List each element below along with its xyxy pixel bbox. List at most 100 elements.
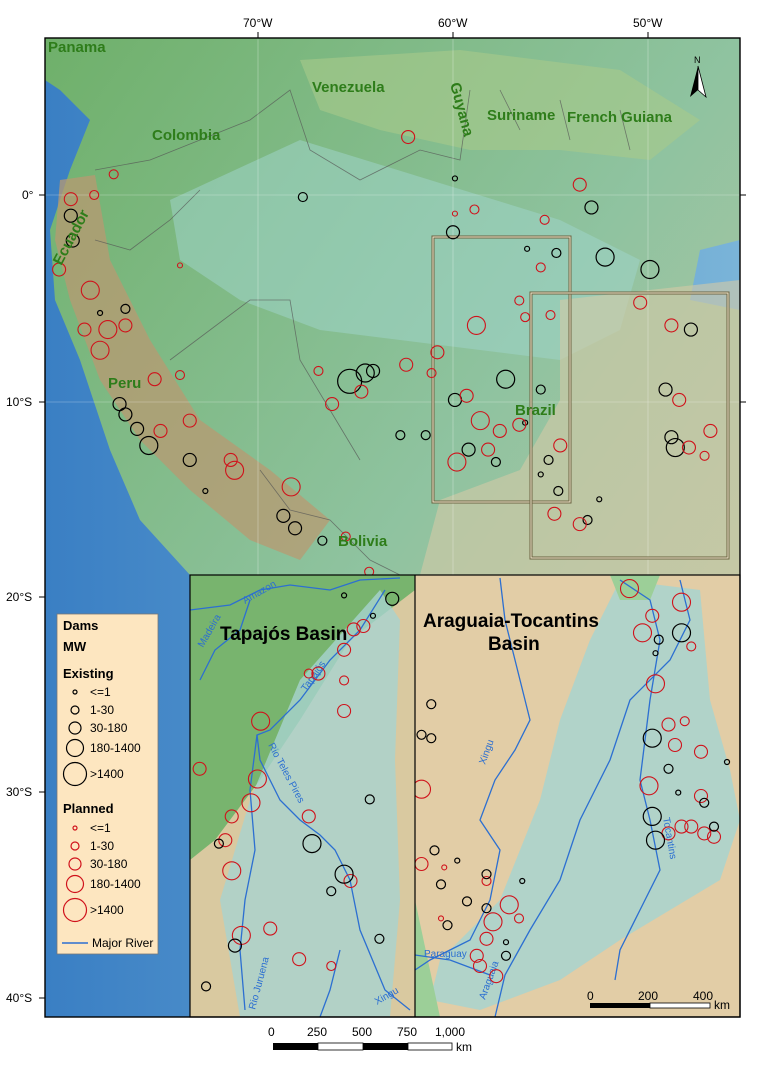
existing-dam-marker	[523, 245, 531, 252]
planned-dam-marker	[667, 737, 683, 753]
planned-dam-marker	[263, 921, 278, 936]
existing-dam-marker	[584, 200, 599, 215]
existing-dam-marker	[543, 454, 554, 466]
existing-dam-marker	[723, 758, 731, 766]
tick-20s: 20°S	[6, 590, 32, 604]
existing-dam-marker	[420, 430, 431, 441]
existing-dam-marker	[537, 471, 544, 478]
planned-dam-marker	[512, 417, 527, 432]
planned-dam-marker	[63, 192, 78, 207]
tick-40s: 40°S	[6, 991, 32, 1005]
svg-text:1,000: 1,000	[435, 1025, 465, 1039]
existing-dam-marker	[481, 869, 492, 880]
planned-dam-marker	[672, 392, 687, 407]
existing-dam-marker	[658, 382, 673, 397]
planned-dam-marker	[693, 744, 709, 759]
planned-dam-marker	[77, 322, 92, 337]
planned-dam-marker	[681, 440, 697, 455]
legend-planned-symbol-2	[68, 857, 82, 871]
svg-text:N: N	[694, 55, 701, 65]
tapajos-basin-area	[220, 590, 400, 1017]
existing-dam-marker	[326, 886, 337, 897]
planned-dam-marker	[356, 618, 371, 634]
lon-ticks	[257, 32, 649, 38]
planned-dam-marker	[679, 716, 690, 727]
legend-existing-symbol-2	[68, 721, 82, 735]
existing-dam-marker	[663, 763, 674, 774]
label-peru: Peru	[108, 375, 141, 392]
tapajos-title: Tapajós Basin	[220, 624, 347, 645]
planned-dam-marker	[703, 423, 718, 439]
tapajos-rivers	[190, 577, 411, 1017]
existing-dam-marker	[454, 857, 461, 864]
existing-dam-marker	[461, 896, 473, 907]
araguaia-inset: Xingu Paraguay Araguaia Tocantins Aragua…	[415, 575, 740, 1017]
planned-dam-marker	[251, 711, 271, 731]
label-suriname: Suriname	[487, 107, 555, 124]
planned-dam-marker	[699, 450, 710, 461]
planned-dam-marker	[545, 310, 556, 321]
legend: Dams MW Existing <=1 1-30 30-180 180-1400 >1…	[56, 613, 159, 955]
legend-planned-symbol-1	[70, 841, 80, 851]
planned-dam-marker	[639, 776, 659, 796]
planned-dam-marker	[118, 318, 133, 333]
legend-planned-symbol-0	[72, 825, 78, 831]
planned-dam-marker	[311, 666, 326, 681]
existing-dam-marker	[551, 247, 562, 259]
planned-dam-marker	[492, 423, 507, 439]
planned-dam-marker	[174, 370, 186, 381]
existing-dam-marker	[385, 591, 400, 606]
planned-dam-marker	[430, 345, 445, 360]
legend-planned-symbol-4	[62, 897, 88, 923]
planned-dam-marker	[98, 319, 118, 340]
legend-existing-label-0: <=1	[90, 685, 111, 699]
planned-dam-marker	[401, 129, 416, 145]
tapajos-extent-box-inner	[432, 236, 571, 503]
planned-dam-marker	[176, 262, 184, 269]
existing-dam-marker	[461, 442, 476, 457]
existing-dam-marker	[374, 933, 385, 944]
existing-dam-marker	[364, 794, 375, 805]
dams-main	[52, 129, 718, 577]
existing-dam-marker	[130, 421, 145, 437]
planned-dam-marker	[415, 856, 429, 872]
existing-dam-marker	[675, 789, 682, 796]
planned-dam-marker	[222, 861, 242, 881]
existing-dam-marker	[297, 191, 308, 203]
existing-dam-marker	[642, 806, 662, 827]
planned-dam-marker	[499, 895, 519, 915]
svg-text:500: 500	[352, 1025, 372, 1039]
existing-dam-marker	[302, 833, 322, 854]
existing-dam-marker	[665, 437, 685, 458]
planned-dam-marker	[447, 452, 467, 472]
existing-dam-marker	[317, 535, 328, 546]
planned-dam-marker	[108, 169, 119, 180]
existing-dam-marker	[365, 363, 381, 379]
existing-dam-marker	[96, 309, 104, 317]
tick-70w: 70°W	[243, 16, 273, 30]
planned-dam-marker	[301, 809, 316, 824]
planned-dam-marker	[619, 579, 640, 599]
existing-dam-marker	[213, 838, 224, 849]
existing-dam-marker	[500, 950, 512, 961]
svg-text:200: 200	[638, 989, 658, 1003]
tapajos-inset: Amazon Madeira Tapajós Rio Teles Pires R…	[190, 575, 415, 1017]
existing-dam-marker	[395, 430, 406, 441]
existing-dam-marker	[442, 920, 453, 931]
planned-dam-marker	[80, 280, 100, 300]
existing-dam-marker	[535, 384, 546, 395]
svg-text:km: km	[714, 998, 730, 1012]
svg-text:400: 400	[693, 989, 713, 1003]
legend-existing-heading: Existing	[63, 666, 114, 681]
guiana-highlands	[300, 50, 700, 160]
legend-planned-heading: Planned	[63, 801, 114, 816]
planned-dam-marker	[684, 819, 699, 834]
main-scale-bar: 0 250 500 750 1,000 km	[268, 1025, 472, 1054]
existing-dam-marker	[708, 821, 720, 832]
planned-dam-marker	[661, 717, 676, 732]
existing-dam-marker	[445, 225, 461, 240]
existing-dam-marker	[426, 733, 437, 744]
existing-dam-marker	[451, 175, 459, 182]
lat-ticks	[39, 194, 746, 999]
